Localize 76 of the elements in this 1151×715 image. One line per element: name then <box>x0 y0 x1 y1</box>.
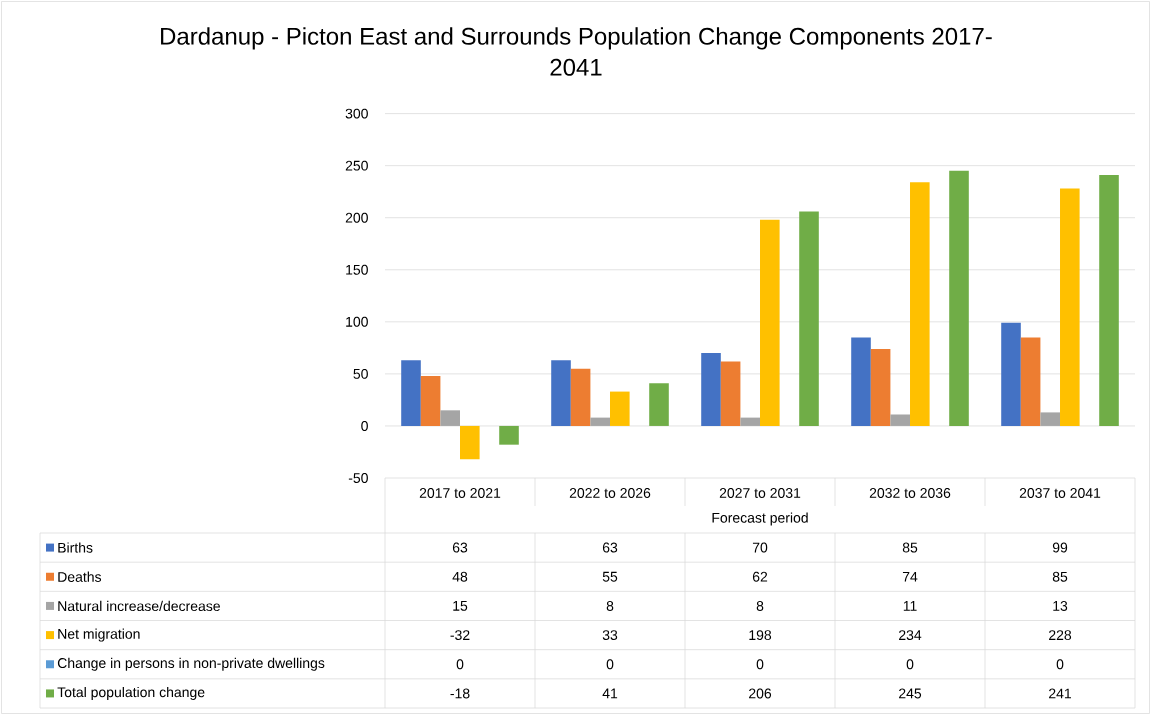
data-label: 48 <box>452 571 468 582</box>
bar <box>720 361 741 426</box>
y-tick-label: 150 <box>346 264 368 275</box>
legend-label: Change in persons in non-private dwellings <box>57 657 325 671</box>
y-tick-label: 300 <box>345 108 368 119</box>
bar <box>799 211 819 426</box>
data-label: 13 <box>1053 600 1068 611</box>
data-label: 33 <box>602 630 618 641</box>
bar <box>890 414 911 426</box>
data-label: 0 <box>756 659 764 670</box>
legend-label: Births <box>58 542 93 553</box>
data-label: 11 <box>903 601 917 611</box>
data-label: -18 <box>450 688 470 699</box>
data-label: -32 <box>450 630 470 641</box>
y-tick-label: 250 <box>345 160 368 171</box>
data-label: 74 <box>902 571 918 582</box>
data-label: 55 <box>602 571 618 582</box>
data-label: 8 <box>756 600 764 611</box>
data-label: 63 <box>602 542 618 553</box>
y-tick-label: 0 <box>361 420 368 431</box>
data-label: 15 <box>453 601 468 611</box>
bar <box>1020 337 1041 426</box>
data-label: 85 <box>1052 571 1068 582</box>
bar <box>570 368 591 426</box>
bar <box>1099 175 1119 426</box>
bar <box>499 425 519 445</box>
bar <box>420 375 441 426</box>
data-label: 245 <box>899 688 922 699</box>
bar <box>1060 188 1080 426</box>
data-label: 0 <box>1056 659 1064 670</box>
x-tick-label: 2037 to 2041 <box>1019 488 1101 498</box>
bar <box>949 170 969 426</box>
data-label: 0 <box>456 659 464 670</box>
y-tick-label: 50 <box>353 368 368 379</box>
bar <box>649 383 669 426</box>
x-tick-label: 2017 to 2021 <box>419 488 501 498</box>
bar <box>701 353 721 426</box>
bar <box>870 348 891 426</box>
data-label: 85 <box>902 542 918 553</box>
y-tick-label: 200 <box>345 212 368 223</box>
data-label: 8 <box>606 600 614 611</box>
data-label: 228 <box>1049 630 1072 641</box>
data-label: 206 <box>749 688 772 699</box>
data-label: 41 <box>602 688 618 699</box>
bar <box>1001 322 1021 426</box>
bar <box>460 425 480 460</box>
legend-label: Natural increase/decrease <box>58 600 220 612</box>
x-tick-label: 2022 to 2026 <box>569 488 651 498</box>
y-tick-label: -50 <box>348 473 368 483</box>
bar <box>610 391 630 426</box>
chart-title: Dardanup - Picton East and Surrounds Population Change Components 2017-2041 <box>161 27 992 76</box>
data-label: 0 <box>906 659 914 670</box>
data-label: 63 <box>452 542 468 553</box>
x-tick-label: 2027 to 2031 <box>719 488 801 498</box>
bar <box>740 417 761 426</box>
x-tick-label: 2032 to 2036 <box>869 488 951 498</box>
bar <box>401 360 421 426</box>
legend-label: Total population change <box>57 686 205 700</box>
data-label: 198 <box>749 630 772 641</box>
bar <box>590 417 611 426</box>
x-axis-title: Forecast period <box>712 512 808 526</box>
data-label: 0 <box>606 659 614 670</box>
bar <box>551 360 571 426</box>
bar <box>851 337 871 426</box>
y-tick-label: 100 <box>346 316 368 327</box>
bar <box>760 219 780 426</box>
bar <box>1040 412 1061 426</box>
legend-label: Deaths <box>58 571 102 582</box>
bar <box>440 410 460 426</box>
data-label: 234 <box>899 630 922 641</box>
data-label: 70 <box>752 542 768 553</box>
bar <box>910 182 930 426</box>
data-label: 62 <box>752 571 768 582</box>
data-label: 99 <box>1052 542 1068 553</box>
data-label: 241 <box>1049 688 1072 699</box>
legend-label: Net migration <box>58 628 140 642</box>
